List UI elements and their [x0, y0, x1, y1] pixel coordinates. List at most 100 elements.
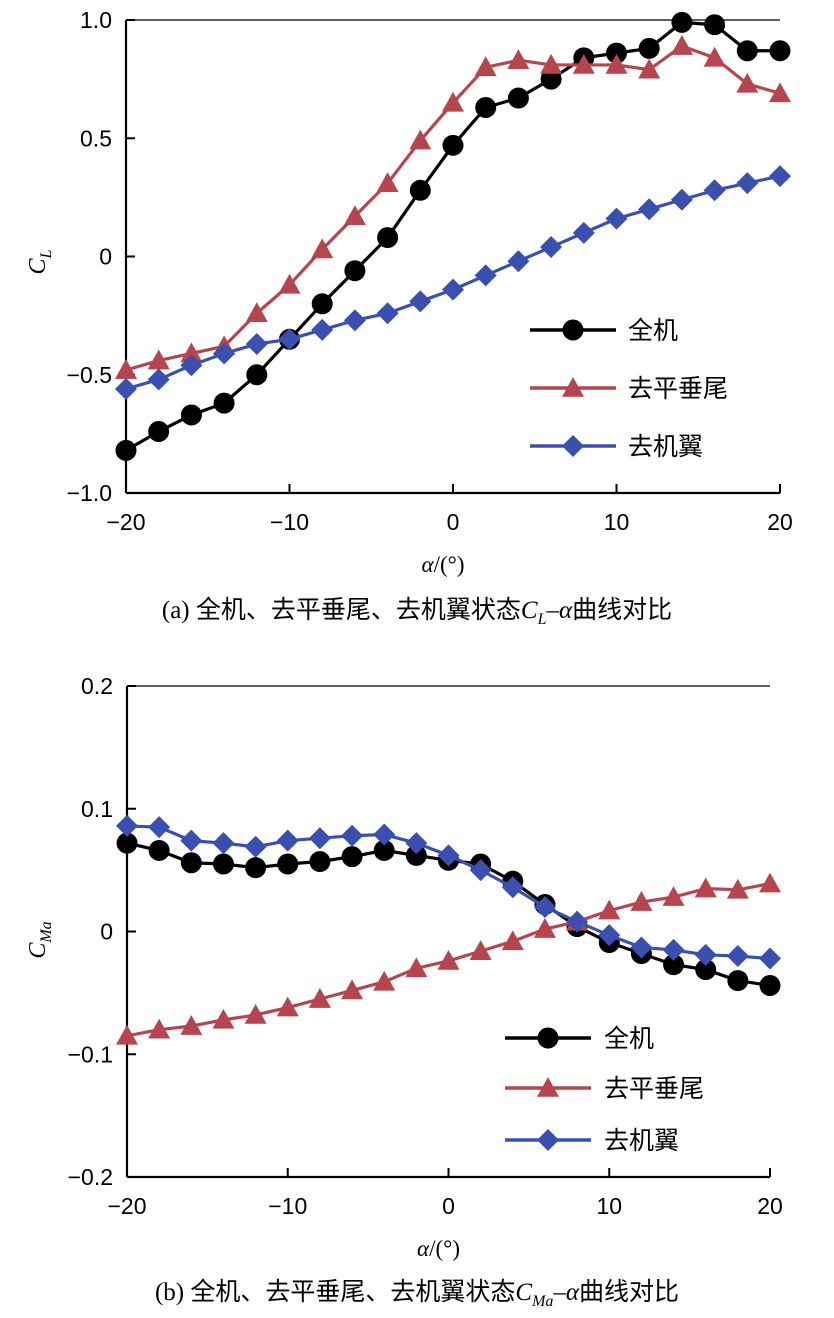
data-point — [244, 1003, 267, 1024]
series-triangle — [115, 35, 791, 379]
data-point — [469, 859, 492, 882]
data-point — [507, 250, 530, 273]
data-point — [540, 236, 563, 259]
data-point — [278, 328, 301, 351]
data-point — [341, 846, 363, 868]
data-point — [598, 924, 621, 947]
data-point — [116, 1024, 138, 1045]
data-point — [442, 91, 464, 112]
data-point — [116, 814, 138, 837]
data-point — [695, 959, 717, 981]
x-tick-label: 20 — [767, 509, 793, 535]
data-point — [373, 970, 396, 991]
data-point — [409, 129, 432, 150]
data-point — [405, 957, 428, 978]
data-point — [148, 839, 170, 861]
data-point — [572, 53, 595, 74]
data-point — [278, 273, 301, 294]
data-point — [736, 72, 759, 93]
data-point — [377, 227, 399, 249]
legend-label: 去机翼 — [604, 1126, 679, 1155]
y-tick-label: 0.1 — [81, 796, 113, 822]
data-point — [662, 938, 685, 961]
legend-marker — [537, 1027, 559, 1049]
data-point — [437, 844, 460, 867]
data-point — [311, 293, 333, 315]
data-point — [343, 309, 366, 332]
data-point — [727, 970, 749, 992]
data-point — [769, 165, 791, 188]
legend-label: 去机翼 — [628, 432, 703, 461]
data-point — [474, 56, 497, 77]
data-point — [148, 421, 170, 443]
data-point — [474, 264, 497, 287]
data-point — [670, 35, 693, 55]
data-point — [598, 899, 621, 920]
x-tick-label: 0 — [442, 1193, 455, 1219]
data-point — [212, 1008, 235, 1029]
data-point — [442, 134, 464, 156]
data-point — [409, 290, 432, 313]
caption: (a) 全机、去平垂尾、去机翼状态CL–α曲线对比 — [162, 596, 672, 628]
x-tick-label: −20 — [107, 1193, 146, 1219]
data-point — [180, 404, 202, 426]
data-point — [694, 877, 717, 898]
data-point — [309, 851, 331, 873]
data-point — [147, 368, 170, 391]
data-point — [147, 349, 170, 370]
data-point — [605, 207, 628, 230]
data-point — [405, 832, 428, 855]
data-point — [308, 988, 331, 1008]
legend-marker — [562, 319, 584, 341]
legend-label: 全机 — [628, 316, 678, 345]
legend-marker — [537, 1129, 559, 1151]
data-point — [115, 377, 137, 400]
data-point — [507, 49, 530, 70]
data-point — [245, 302, 268, 323]
legend-label: 去平垂尾 — [604, 1074, 704, 1103]
legend-label: 全机 — [604, 1024, 654, 1053]
data-point — [115, 439, 137, 461]
data-point — [726, 945, 749, 968]
data-point — [373, 823, 396, 846]
x-tick-label: 20 — [757, 1193, 783, 1219]
x-tick-label: 10 — [596, 1193, 622, 1219]
data-point — [344, 260, 366, 282]
data-point — [212, 853, 234, 875]
data-point — [180, 852, 202, 874]
y-tick-label: −0.5 — [67, 362, 112, 388]
data-point — [663, 954, 685, 976]
data-point — [759, 872, 781, 893]
x-tick-label: 0 — [447, 509, 460, 535]
data-point — [736, 40, 758, 62]
data-point — [376, 172, 399, 192]
data-point — [566, 910, 589, 933]
data-point — [180, 1015, 203, 1035]
y-tick-label: 0.2 — [81, 673, 113, 699]
y-tick-label: −0.2 — [68, 1164, 113, 1190]
data-point — [704, 14, 726, 36]
data-point — [116, 832, 138, 854]
data-point — [409, 179, 431, 201]
series-diamond — [116, 814, 781, 970]
x-tick-label: 10 — [604, 509, 630, 535]
data-point — [148, 816, 171, 839]
legend-marker — [562, 435, 584, 457]
data-point — [245, 333, 268, 356]
data-point — [759, 975, 781, 997]
data-point — [630, 891, 653, 911]
data-point — [671, 11, 693, 33]
data-point — [507, 87, 529, 109]
data-point — [606, 42, 627, 64]
data-point — [277, 853, 299, 875]
y-axis-label: CL — [25, 249, 55, 274]
y-tick-label: 0 — [100, 919, 113, 945]
data-point — [572, 221, 595, 244]
data-point — [694, 943, 717, 966]
data-point — [469, 940, 492, 960]
data-point — [540, 68, 562, 90]
data-point — [540, 53, 563, 74]
data-point — [759, 947, 781, 970]
